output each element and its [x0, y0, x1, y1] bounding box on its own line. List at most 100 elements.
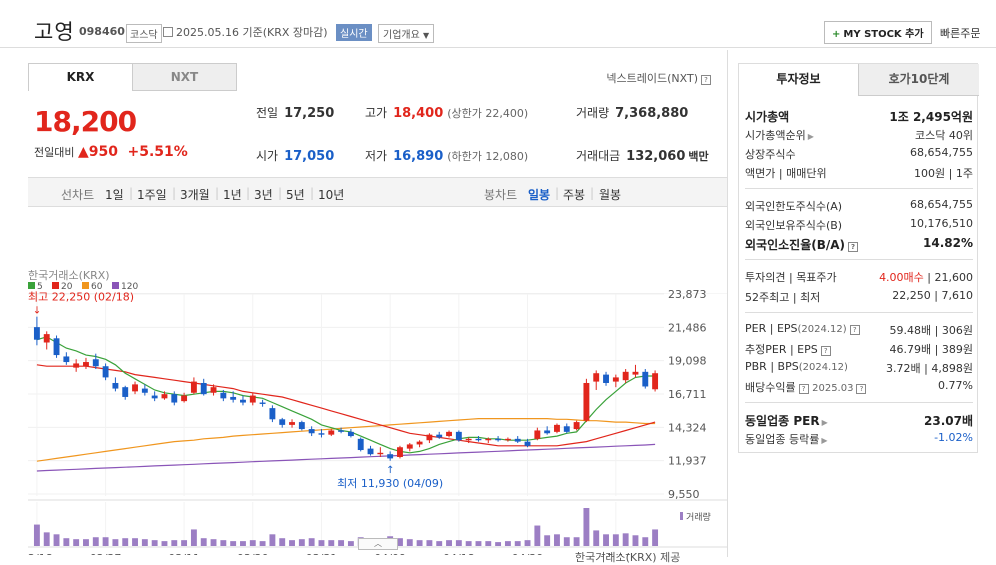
- volume-bar: [63, 538, 70, 546]
- stock-name: 고영: [34, 20, 75, 44]
- current-price: 18,200: [34, 105, 137, 138]
- period-1d[interactable]: 1일: [105, 188, 124, 202]
- volume-bar: [583, 508, 590, 546]
- candle-body: [43, 334, 50, 343]
- volume-bar: [426, 540, 433, 546]
- period-5y[interactable]: 5년: [286, 188, 305, 202]
- line-chart-label: 선차트: [61, 188, 95, 202]
- volume-bar: [269, 534, 276, 546]
- volume-bar: [210, 539, 217, 546]
- x-tick-label: 04/29: [512, 552, 544, 555]
- period-10y[interactable]: 10년: [318, 188, 345, 202]
- candle-body: [622, 371, 629, 381]
- candle-body: [642, 371, 649, 387]
- volume-bar: [622, 533, 629, 546]
- candle-body: [514, 438, 521, 442]
- candle-body: [132, 384, 138, 392]
- candle-body: [318, 433, 325, 435]
- market-badge: 코스닥: [126, 24, 162, 43]
- volume-bar: [141, 539, 148, 546]
- candle-body: [73, 363, 80, 368]
- candle-body: [455, 431, 462, 441]
- candle-body: [308, 429, 315, 434]
- nxt-link[interactable]: 넥스트레이드(NXT)?: [606, 70, 711, 86]
- volume-bar: [642, 537, 649, 546]
- period-1y[interactable]: 1년: [223, 188, 242, 202]
- candle-body: [83, 362, 89, 367]
- volume-bar: [112, 539, 119, 546]
- volume-bar: [612, 534, 619, 546]
- candle-body: [112, 382, 119, 389]
- tab-krx[interactable]: KRX: [28, 63, 133, 91]
- quote-date: 2025.05.16 기준(KRX 장마감): [163, 24, 328, 40]
- price-chart[interactable]: 23,873 21,486 19,098 16,711 14,324 11,937 9,55…: [28, 210, 727, 555]
- volume-bar: [475, 541, 482, 546]
- candle-body: [406, 444, 413, 449]
- candle-monthly[interactable]: 월봉: [599, 188, 622, 202]
- volume-bar: [544, 535, 551, 546]
- volume-bar: [102, 537, 109, 546]
- ma-legend-label: 120: [121, 282, 138, 292]
- volume-bar: [318, 540, 325, 546]
- help-icon[interactable]: ?: [848, 242, 859, 252]
- help-icon[interactable]: ?: [856, 384, 867, 394]
- candle-body: [367, 448, 374, 455]
- tab-orderbook[interactable]: 호가10단계: [859, 64, 979, 96]
- candle-body: [387, 454, 394, 459]
- candle-body: [328, 430, 335, 435]
- volume-bar: [33, 524, 40, 546]
- volume-legend-swatch: [680, 512, 683, 520]
- volume-bar: [161, 541, 168, 546]
- volume-bar: [73, 539, 80, 546]
- volume-bar: [200, 538, 207, 546]
- invest-info-panel: 투자정보 호가10단계 시가총액 1조 2,495억원 시가총액순위 ▶ 코스닥 40…: [738, 63, 979, 453]
- period-1w[interactable]: 1주일: [137, 188, 167, 202]
- help-icon[interactable]: ?: [798, 384, 809, 394]
- volume-bar: [573, 537, 580, 546]
- ma-legend-label: 20: [61, 282, 73, 292]
- volume-bar: [308, 538, 315, 546]
- candle-body: [534, 430, 541, 439]
- period-3y[interactable]: 3년: [254, 188, 273, 202]
- ma60-line: [36, 418, 656, 462]
- candle-body: [416, 441, 423, 445]
- down-arrow-icon: ↓: [33, 306, 41, 317]
- candle-body: [141, 388, 148, 393]
- candle-body: [210, 387, 217, 393]
- quick-order-button[interactable]: 빠른주문: [940, 27, 981, 40]
- open-price: 시가 17,050: [256, 149, 335, 164]
- candle-body: [102, 366, 109, 378]
- volume-bar: [485, 541, 492, 546]
- tab-invest-info[interactable]: 투자정보: [739, 64, 859, 96]
- candle-body: [397, 447, 403, 457]
- volume-bar: [279, 538, 286, 546]
- volume-bar: [249, 540, 256, 546]
- candle-body: [377, 452, 384, 455]
- period-3m[interactable]: 3개월: [180, 188, 210, 202]
- candle-body: [161, 394, 168, 399]
- mystock-add-button[interactable]: + MY STOCK 추가: [824, 21, 932, 44]
- candle-body: [612, 377, 619, 382]
- x-tick-label: 02/27: [90, 552, 122, 555]
- candle-body: [269, 408, 276, 420]
- ma-legend-swatch: [82, 282, 89, 289]
- corp-overview-dropdown[interactable]: 기업개요 ▼: [378, 24, 435, 43]
- tab-nxt[interactable]: NXT: [132, 63, 237, 91]
- chart-top-line: [28, 293, 727, 294]
- help-icon[interactable]: ?: [849, 325, 860, 335]
- expand-chart-button[interactable]: ︿: [358, 538, 398, 550]
- candle-weekly[interactable]: 주봉: [563, 188, 586, 202]
- candle-body: [181, 395, 188, 402]
- help-icon[interactable]: ?: [701, 75, 711, 85]
- candle-body: [632, 371, 639, 375]
- help-icon[interactable]: ?: [820, 346, 831, 356]
- volume-bar: [347, 541, 354, 546]
- x-tick-label: 05/13: [600, 552, 632, 555]
- live-button[interactable]: 실시간: [336, 24, 372, 41]
- candle-body: [33, 327, 40, 340]
- volume-bar: [465, 541, 472, 546]
- candle-daily[interactable]: 일봉: [528, 188, 551, 202]
- volume-legend-label: 거래량: [686, 511, 711, 523]
- volume-bar: [289, 540, 295, 546]
- low-annotation: 최저 11,930 (04/09): [337, 477, 443, 490]
